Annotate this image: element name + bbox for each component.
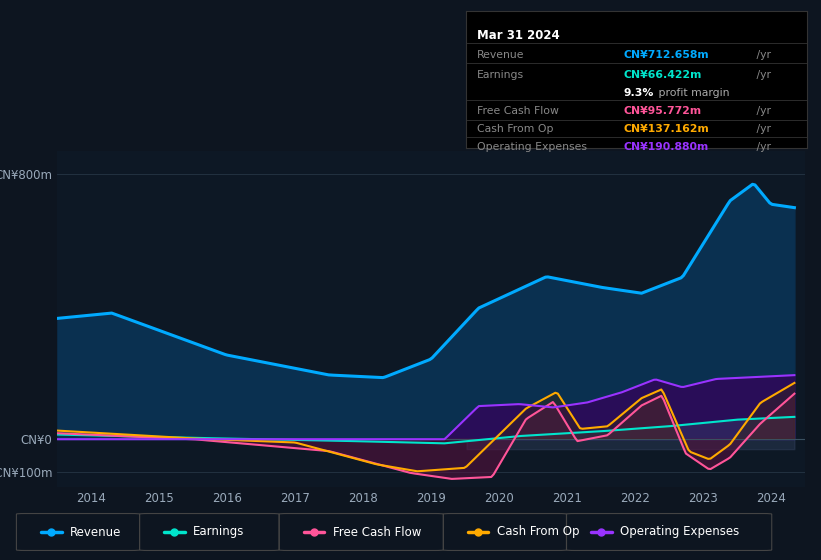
Text: Operating Expenses: Operating Expenses bbox=[620, 525, 739, 539]
Text: Free Cash Flow: Free Cash Flow bbox=[333, 525, 421, 539]
Text: Cash From Op: Cash From Op bbox=[497, 525, 579, 539]
Text: CN¥66.422m: CN¥66.422m bbox=[623, 70, 701, 80]
Text: CN¥95.772m: CN¥95.772m bbox=[623, 106, 701, 116]
Text: Revenue: Revenue bbox=[476, 50, 524, 59]
Text: profit margin: profit margin bbox=[655, 88, 730, 98]
Text: Revenue: Revenue bbox=[70, 525, 122, 539]
Text: Mar 31 2024: Mar 31 2024 bbox=[476, 29, 559, 42]
Text: /yr: /yr bbox=[753, 50, 771, 59]
Text: Cash From Op: Cash From Op bbox=[476, 124, 553, 134]
Text: Free Cash Flow: Free Cash Flow bbox=[476, 106, 558, 116]
Text: Earnings: Earnings bbox=[476, 70, 524, 80]
Text: Operating Expenses: Operating Expenses bbox=[476, 142, 586, 152]
Text: /yr: /yr bbox=[753, 142, 771, 152]
Text: /yr: /yr bbox=[753, 70, 771, 80]
Text: /yr: /yr bbox=[753, 124, 771, 134]
Text: CN¥137.162m: CN¥137.162m bbox=[623, 124, 709, 134]
Text: Earnings: Earnings bbox=[193, 525, 245, 539]
Text: CN¥190.880m: CN¥190.880m bbox=[623, 142, 709, 152]
Text: 9.3%: 9.3% bbox=[623, 88, 654, 98]
Text: /yr: /yr bbox=[753, 106, 771, 116]
Text: CN¥712.658m: CN¥712.658m bbox=[623, 50, 709, 59]
